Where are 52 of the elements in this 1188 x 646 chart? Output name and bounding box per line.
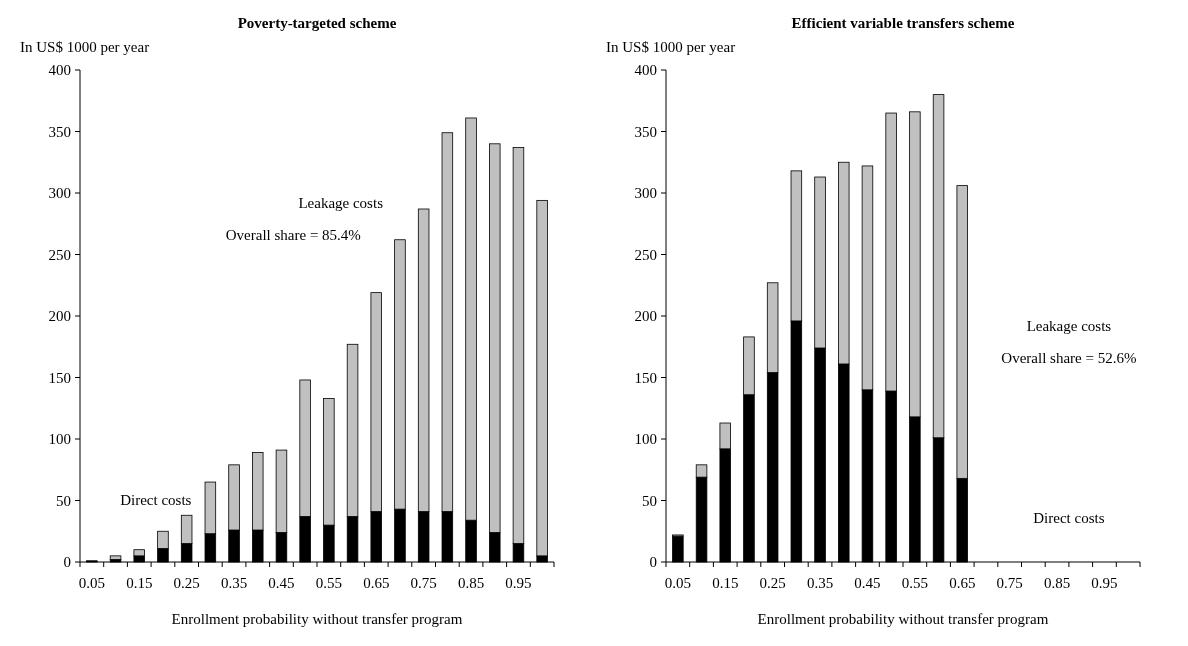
x-tick-label: 0.45	[268, 575, 295, 591]
x-tick-label: 0.95	[1091, 575, 1118, 591]
x-axis-title: Enrollment probability without transfer program	[171, 611, 463, 627]
x-tick-label: 0.95	[505, 575, 532, 591]
x-tick-label: 0.35	[806, 575, 834, 591]
y-tick-label: 350	[634, 123, 657, 140]
y-axis-title: In US$ 1000 per year	[606, 39, 736, 55]
annotation: Direct costs	[120, 492, 192, 509]
x-axis-title: Enrollment probability without transfer program	[757, 611, 1049, 627]
annotation: Overall share = 52.6%	[1001, 349, 1137, 366]
y-tick-label: 200	[48, 308, 71, 325]
x-tick-label: 0.15	[126, 575, 153, 591]
x-tick-label: 0.25	[173, 575, 200, 591]
chart-title: Poverty-targeted scheme	[237, 15, 397, 31]
x-tick-label: 0.05	[78, 575, 105, 591]
y-tick-label: 250	[634, 246, 657, 263]
annotation: Direct costs	[1033, 509, 1105, 526]
x-tick-label: 0.45	[854, 575, 881, 591]
y-tick-label: 300	[634, 185, 657, 202]
bar	[536, 199, 548, 557]
y-tick-label: 0	[649, 554, 657, 571]
y-tick-label: 150	[48, 369, 71, 386]
y-tick-label: 100	[634, 431, 657, 448]
annotation: Leakage costs	[1026, 317, 1112, 334]
bar	[133, 549, 145, 557]
y-tick-label: 150	[634, 369, 657, 386]
x-tick-label: 0.15	[712, 575, 739, 591]
y-axis-title: In US$ 1000 per year	[20, 39, 150, 55]
x-tick-label: 0.85	[457, 575, 485, 591]
y-tick-label: 400	[48, 62, 71, 79]
x-tick-label: 0.75	[410, 575, 437, 591]
x-tick-label: 0.25	[759, 575, 786, 591]
y-tick-label: 50	[642, 492, 657, 509]
y-tick-label: 350	[48, 123, 71, 140]
y-tick-label: 0	[63, 554, 71, 571]
x-tick-label: 0.75	[996, 575, 1023, 591]
annotation: Overall share = 85.4%	[225, 226, 361, 243]
y-tick-label: 400	[634, 62, 657, 79]
x-tick-label: 0.05	[664, 575, 691, 591]
x-tick-label: 0.55	[901, 575, 928, 591]
y-tick-label: 200	[634, 308, 657, 325]
chart-title: Efficient variable transfers scheme	[791, 15, 1015, 31]
y-tick-label: 250	[48, 246, 71, 263]
x-tick-label: 0.65	[949, 575, 976, 591]
y-tick-label: 300	[48, 185, 71, 202]
x-tick-label: 0.85	[1043, 575, 1071, 591]
y-tick-label: 50	[56, 492, 71, 509]
y-tick-label: 100	[48, 431, 71, 448]
annotation: Leakage costs	[298, 194, 384, 211]
x-tick-label: 0.55	[315, 575, 342, 591]
x-tick-label: 0.65	[363, 575, 390, 591]
x-tick-label: 0.35	[220, 575, 248, 591]
